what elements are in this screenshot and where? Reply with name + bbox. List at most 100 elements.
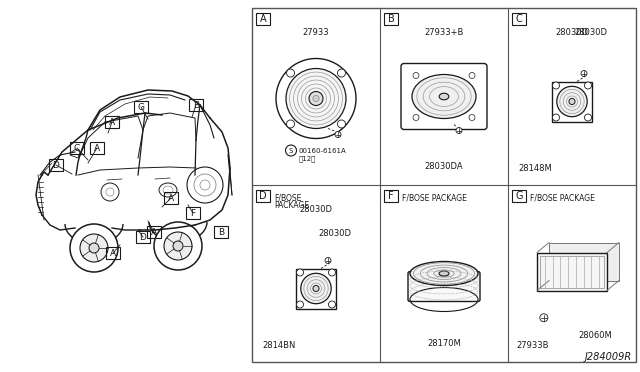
Text: C: C — [74, 144, 80, 153]
Circle shape — [287, 69, 294, 77]
Bar — [49, 159, 63, 171]
Circle shape — [335, 131, 341, 138]
Circle shape — [328, 301, 335, 308]
Circle shape — [584, 82, 591, 89]
Text: A: A — [94, 144, 100, 153]
Text: 28030D: 28030D — [556, 28, 589, 37]
Text: A: A — [260, 14, 266, 24]
Circle shape — [154, 222, 202, 270]
Bar — [189, 99, 203, 111]
Circle shape — [413, 73, 419, 78]
Circle shape — [296, 301, 303, 308]
Bar — [136, 231, 150, 243]
Bar — [540, 256, 604, 288]
Text: D: D — [52, 160, 60, 170]
Circle shape — [469, 73, 475, 78]
Text: A: A — [109, 118, 115, 126]
Circle shape — [285, 145, 296, 156]
Circle shape — [286, 68, 346, 128]
Bar — [256, 190, 270, 202]
Text: F/BOSE PACKAGE: F/BOSE PACKAGE — [402, 193, 467, 202]
Circle shape — [313, 285, 319, 292]
Bar — [147, 226, 161, 238]
Bar — [512, 190, 526, 202]
Text: F: F — [388, 191, 394, 201]
Text: 27933B: 27933B — [516, 341, 548, 350]
Text: D: D — [140, 232, 147, 241]
Bar — [134, 101, 148, 113]
Text: 28030D: 28030D — [575, 28, 608, 37]
Ellipse shape — [410, 262, 478, 285]
Circle shape — [569, 99, 575, 105]
Circle shape — [456, 128, 462, 134]
Circle shape — [337, 120, 346, 128]
Circle shape — [173, 241, 183, 251]
Bar — [256, 13, 270, 25]
Circle shape — [296, 269, 303, 276]
Text: 28030D: 28030D — [319, 229, 352, 238]
Bar — [296, 269, 336, 308]
Bar — [252, 8, 636, 362]
Text: J284009R: J284009R — [585, 352, 632, 362]
Text: PACKAGE: PACKAGE — [274, 201, 309, 210]
Circle shape — [552, 82, 559, 89]
Text: B: B — [388, 14, 394, 24]
Text: D: D — [259, 191, 267, 201]
Bar — [384, 13, 398, 25]
Text: F/BOSE: F/BOSE — [274, 193, 301, 202]
Ellipse shape — [439, 271, 449, 276]
Text: F/BOSE PACKAGE: F/BOSE PACKAGE — [530, 193, 595, 202]
Bar — [90, 142, 104, 154]
Bar — [105, 116, 119, 128]
Circle shape — [328, 269, 335, 276]
Text: A: A — [168, 193, 174, 202]
Circle shape — [581, 71, 587, 77]
Circle shape — [584, 114, 591, 121]
Text: B: B — [218, 228, 224, 237]
FancyBboxPatch shape — [408, 272, 480, 301]
Bar — [537, 253, 607, 291]
Text: A: A — [151, 228, 157, 237]
Circle shape — [80, 234, 108, 262]
Circle shape — [287, 120, 294, 128]
Bar — [164, 192, 178, 204]
Circle shape — [552, 114, 559, 121]
Bar — [552, 81, 592, 122]
Bar — [186, 207, 200, 219]
Text: （12）: （12） — [299, 155, 316, 162]
Circle shape — [164, 232, 192, 260]
Text: G: G — [515, 191, 523, 201]
Text: G: G — [138, 103, 145, 112]
Bar — [70, 142, 84, 154]
Bar — [106, 247, 120, 259]
Ellipse shape — [159, 183, 177, 197]
Text: 27933+B: 27933+B — [424, 28, 464, 37]
Circle shape — [325, 257, 331, 263]
Text: 27933: 27933 — [303, 28, 330, 37]
Circle shape — [313, 95, 319, 102]
Text: 28030DA: 28030DA — [425, 162, 463, 171]
Circle shape — [337, 69, 346, 77]
Text: S: S — [289, 148, 293, 154]
Text: 00160-6161A: 00160-6161A — [299, 148, 347, 154]
Circle shape — [187, 167, 223, 203]
Circle shape — [70, 224, 118, 272]
Text: B: B — [193, 100, 199, 109]
Circle shape — [301, 273, 332, 304]
Circle shape — [309, 92, 323, 106]
Text: 2814BN: 2814BN — [262, 341, 296, 350]
Bar — [214, 226, 228, 238]
Bar — [384, 190, 398, 202]
Text: A: A — [110, 248, 116, 257]
Circle shape — [469, 115, 475, 121]
Circle shape — [540, 314, 548, 322]
Circle shape — [557, 86, 588, 117]
Text: C: C — [516, 14, 522, 24]
Circle shape — [89, 243, 99, 253]
Ellipse shape — [412, 74, 476, 119]
Text: 28030D: 28030D — [300, 205, 333, 214]
Text: 28060M: 28060M — [579, 331, 612, 340]
Bar — [549, 243, 619, 280]
Text: 28148M: 28148M — [518, 164, 552, 173]
Bar — [512, 13, 526, 25]
